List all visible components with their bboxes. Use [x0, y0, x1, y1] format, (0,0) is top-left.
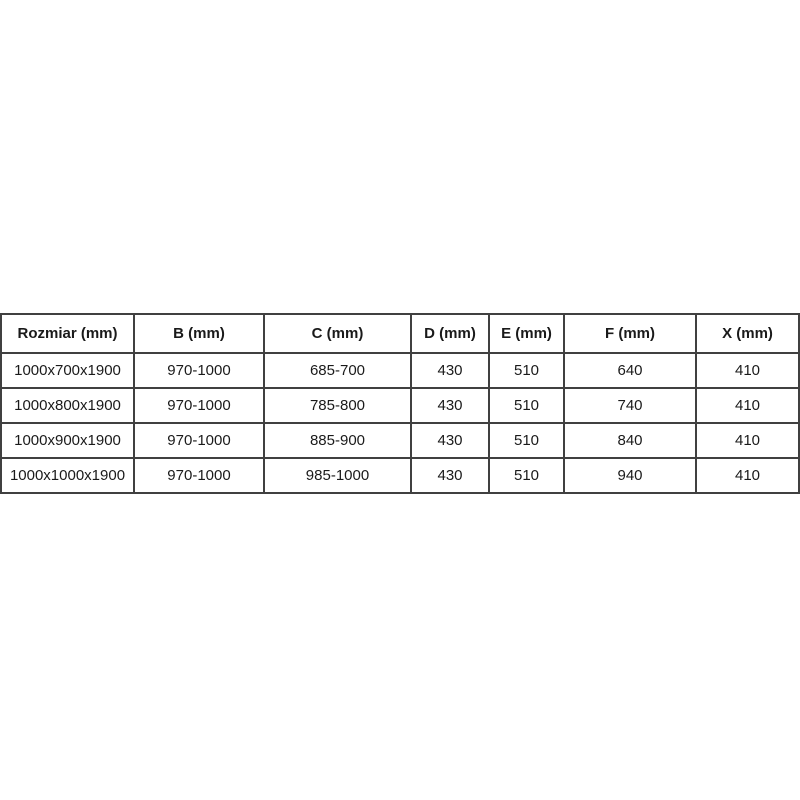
header-cell: D (mm) [410, 313, 490, 354]
table-header: Rozmiar (mm) B (mm) C (mm) D (mm) E (mm) F (m… [0, 313, 800, 354]
table-cell: 985-1000 [263, 457, 412, 494]
dimensions-table: Rozmiar (mm) B (mm) C (mm) D (mm) E (mm) F (m… [0, 313, 800, 494]
table-cell: 740 [563, 387, 697, 424]
table-cell: 640 [563, 352, 697, 389]
table-cell: 510 [488, 422, 565, 459]
table-body: 1000x700x1900 970-1000 685-700 430 510 640 410… [0, 352, 800, 494]
table-cell: 430 [410, 352, 490, 389]
table-cell: 970-1000 [133, 387, 265, 424]
table-cell: 1000x900x1900 [0, 422, 135, 459]
table-cell: 885-900 [263, 422, 412, 459]
table-cell: 685-700 [263, 352, 412, 389]
table-row: 1000x900x1900 970-1000 885-900 430 510 840 410 [0, 422, 800, 459]
header-cell: B (mm) [133, 313, 265, 354]
table-cell: 970-1000 [133, 352, 265, 389]
table-cell: 430 [410, 457, 490, 494]
header-row: Rozmiar (mm) B (mm) C (mm) D (mm) E (mm) F (m… [0, 313, 800, 354]
table-cell: 940 [563, 457, 697, 494]
table-cell: 430 [410, 387, 490, 424]
header-cell: F (mm) [563, 313, 697, 354]
header-cell: Rozmiar (mm) [0, 313, 135, 354]
table-cell: 410 [695, 422, 800, 459]
table-row: 1000x1000x1900 970-1000 985-1000 430 510 940 4… [0, 457, 800, 494]
table-cell: 840 [563, 422, 697, 459]
table-cell: 970-1000 [133, 457, 265, 494]
table-cell: 430 [410, 422, 490, 459]
table-cell: 1000x700x1900 [0, 352, 135, 389]
table-cell: 510 [488, 457, 565, 494]
table-cell: 510 [488, 352, 565, 389]
table-cell: 410 [695, 352, 800, 389]
header-cell: E (mm) [488, 313, 565, 354]
header-cell: C (mm) [263, 313, 412, 354]
table-cell: 970-1000 [133, 422, 265, 459]
table-cell: 510 [488, 387, 565, 424]
table-cell: 1000x800x1900 [0, 387, 135, 424]
table-cell: 410 [695, 387, 800, 424]
table-cell: 410 [695, 457, 800, 494]
table-cell: 785-800 [263, 387, 412, 424]
header-cell: X (mm) [695, 313, 800, 354]
table-row: 1000x700x1900 970-1000 685-700 430 510 640 410 [0, 352, 800, 389]
table-cell: 1000x1000x1900 [0, 457, 135, 494]
table-row: 1000x800x1900 970-1000 785-800 430 510 740 410 [0, 387, 800, 424]
